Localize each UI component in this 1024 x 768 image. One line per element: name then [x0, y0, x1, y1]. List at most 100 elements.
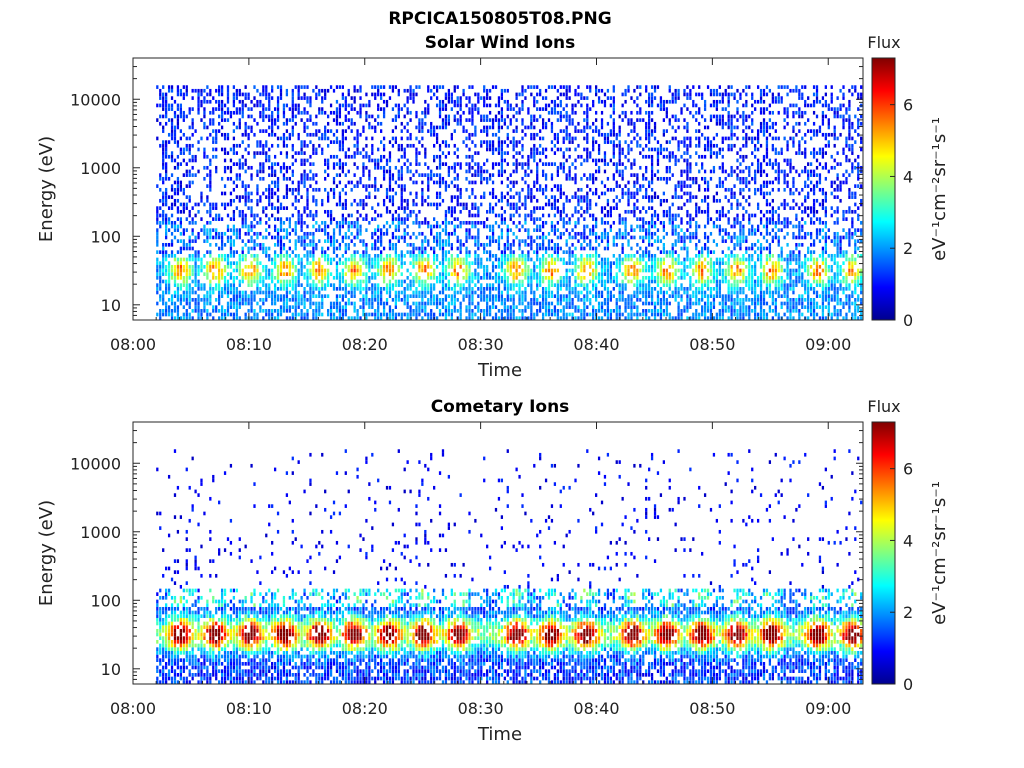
heatmap-cell — [491, 261, 495, 265]
heatmap-cell — [306, 283, 309, 287]
heatmap-cell — [606, 140, 610, 144]
heatmap-cell — [288, 217, 291, 221]
heatmap-cell — [294, 316, 297, 320]
heatmap-cell — [297, 294, 300, 298]
heatmap-cell — [550, 176, 554, 181]
heatmap-cell — [577, 297, 580, 302]
heatmap-cell — [344, 206, 347, 210]
heatmap-cell — [430, 309, 433, 313]
heatmap-cell — [300, 85, 303, 89]
heatmap-cell — [388, 294, 392, 298]
heatmap-cell — [326, 309, 330, 313]
heatmap-cell — [170, 264, 174, 269]
heatmap-cell — [530, 283, 533, 287]
heatmap-cell — [297, 110, 300, 115]
heatmap-cell — [268, 202, 271, 207]
heatmap-cell — [306, 279, 309, 284]
heatmap-cell — [541, 191, 545, 196]
heatmap-cell — [406, 129, 409, 133]
heatmap-cell — [409, 88, 412, 93]
heatmap-cell — [380, 253, 383, 258]
heatmap-cell — [541, 118, 545, 122]
heatmap-cell — [424, 235, 427, 240]
heatmap-cell — [536, 217, 539, 221]
heatmap-cell — [203, 301, 206, 306]
heatmap-cell — [167, 85, 171, 89]
heatmap-cell — [256, 198, 259, 203]
heatmap-cell — [162, 213, 165, 218]
heatmap-cell — [547, 103, 551, 108]
heatmap-cell — [176, 180, 180, 185]
heatmap-cell — [400, 195, 403, 199]
heatmap-cell — [279, 228, 283, 232]
heatmap-cell — [368, 253, 371, 258]
heatmap-cell — [273, 301, 277, 306]
heatmap-cell — [209, 213, 212, 218]
heatmap-cell — [609, 187, 612, 192]
heatmap-cell — [306, 275, 309, 280]
heatmap-cell — [315, 129, 318, 133]
heatmap-cell — [229, 290, 233, 295]
heatmap-cell — [276, 294, 280, 298]
heatmap-cell — [544, 286, 548, 291]
heatmap-cell — [312, 88, 315, 93]
heatmap-cell — [571, 305, 574, 309]
heatmap-cell — [477, 96, 480, 100]
heatmap-cell — [497, 261, 501, 265]
heatmap-cell — [271, 191, 274, 196]
heatmap-cell — [406, 121, 409, 126]
heatmap-cell — [347, 242, 350, 247]
heatmap-cell — [159, 279, 162, 284]
heatmap-cell — [421, 202, 424, 207]
heatmap-cell — [589, 239, 592, 243]
heatmap-cell — [465, 118, 468, 122]
heatmap-cell — [377, 103, 380, 108]
heatmap-cell — [156, 257, 159, 262]
heatmap-cell — [494, 103, 498, 108]
heatmap-cell — [300, 268, 303, 273]
heatmap-cell — [488, 228, 492, 232]
heatmap-cell — [271, 309, 274, 313]
heatmap-cell — [494, 85, 498, 89]
heatmap-cell — [577, 217, 580, 221]
heatmap-cell — [170, 121, 174, 126]
heatmap-cell — [259, 279, 262, 284]
heatmap-cell — [486, 176, 489, 181]
heatmap-cell — [268, 290, 271, 295]
heatmap-cell — [494, 195, 498, 199]
heatmap-cell — [541, 169, 545, 174]
heatmap-cell — [394, 290, 397, 295]
heatmap-cell — [238, 305, 241, 309]
heatmap-cell — [309, 275, 312, 280]
heatmap-cell — [409, 96, 412, 100]
heatmap-cell — [506, 261, 509, 265]
heatmap-cell — [185, 257, 188, 262]
heatmap-cell — [268, 309, 271, 313]
heatmap-cell — [368, 154, 371, 159]
heatmap-cell — [297, 85, 300, 89]
heatmap-cell — [162, 268, 165, 273]
heatmap-cell — [380, 272, 383, 276]
heatmap-cell — [173, 202, 177, 207]
heatmap-cell — [509, 187, 512, 192]
heatmap-cell — [385, 103, 389, 108]
heatmap-cell — [477, 316, 480, 320]
heatmap-cell — [539, 261, 542, 265]
heatmap-cell — [374, 312, 377, 317]
heatmap-cell — [359, 257, 362, 262]
heatmap-cell — [418, 140, 421, 144]
heatmap-cell — [403, 301, 406, 306]
heatmap-cell — [306, 235, 309, 240]
heatmap-cell — [170, 206, 174, 210]
heatmap-cell — [550, 253, 554, 258]
heatmap-cell — [324, 187, 327, 192]
heatmap-cell — [580, 195, 583, 199]
heatmap-cell — [170, 309, 174, 313]
heatmap-cell — [486, 180, 489, 185]
heatmap-cell — [586, 198, 589, 203]
heatmap-cell — [459, 290, 462, 295]
heatmap-cell — [312, 213, 315, 218]
heatmap-cell — [388, 257, 392, 262]
heatmap-cell — [374, 184, 377, 188]
heatmap-cell — [285, 187, 289, 192]
